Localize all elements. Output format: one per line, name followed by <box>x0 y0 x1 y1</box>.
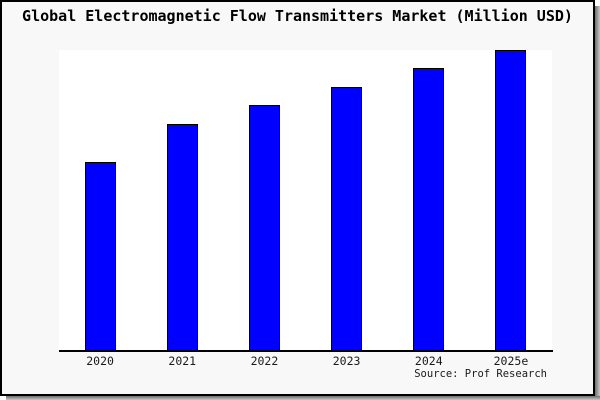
x-tick-label-2023: 2023 <box>332 354 361 368</box>
bar-slot-2023 <box>306 50 388 350</box>
plot-area <box>59 50 552 350</box>
x-axis-tick-labels: 2020 2021 2022 2023 2024 2025e <box>59 355 552 368</box>
bar-slot-2020 <box>59 50 141 350</box>
bars-row <box>59 50 552 350</box>
chart-title: Global Electromagnetic Flow Transmitters… <box>22 7 573 25</box>
bar-2024 <box>413 68 445 350</box>
x-tick-label-2021: 2021 <box>168 354 197 368</box>
x-tick-label-2022: 2022 <box>250 354 279 368</box>
bar-slot-2025e <box>470 50 552 350</box>
bar-slot-2021 <box>141 50 223 350</box>
bar-slot-2022 <box>223 50 305 350</box>
bar-2021 <box>166 124 198 350</box>
x-tick-label-2025e: 2025e <box>493 354 529 368</box>
x-tick-label-2020: 2020 <box>86 354 114 368</box>
bar-slot-2024 <box>388 50 470 350</box>
source-credit: Source: Prof Research <box>414 368 547 380</box>
bar-2020 <box>84 162 116 350</box>
drop-shadow-bottom <box>6 396 600 400</box>
drop-shadow-right <box>595 6 600 400</box>
bar-2025e <box>495 50 527 350</box>
x-axis-line <box>59 349 553 352</box>
bar-2023 <box>331 87 363 350</box>
x-tick-label-2024: 2024 <box>414 354 443 368</box>
bar-2022 <box>248 105 280 350</box>
